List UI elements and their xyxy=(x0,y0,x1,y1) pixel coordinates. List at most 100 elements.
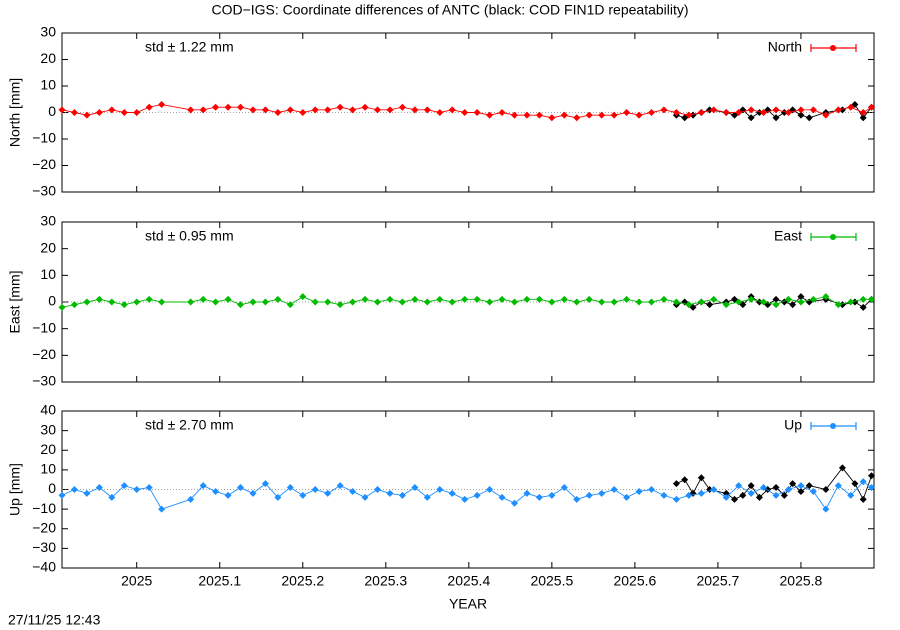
data-point xyxy=(838,106,846,114)
data-point xyxy=(158,298,166,306)
data-point xyxy=(755,493,763,501)
data-point xyxy=(224,295,232,303)
data-point xyxy=(448,106,456,114)
data-point xyxy=(797,298,805,306)
data-point xyxy=(685,491,693,499)
data-point xyxy=(324,106,332,114)
x-tick-label: 2025.8 xyxy=(780,573,823,589)
data-point xyxy=(851,298,859,306)
y-tick-label: −30 xyxy=(32,183,56,199)
data-point xyxy=(697,298,705,306)
data-point xyxy=(249,106,257,114)
data-point xyxy=(58,491,66,499)
data-point xyxy=(95,109,103,116)
data-point xyxy=(685,301,693,309)
data-point xyxy=(498,295,506,303)
data-point xyxy=(838,301,846,309)
data-point xyxy=(868,295,876,303)
data-point xyxy=(199,106,207,114)
y-tick-label: 10 xyxy=(40,461,56,477)
data-point xyxy=(789,480,797,488)
data-point xyxy=(274,295,282,303)
data-point xyxy=(70,301,78,309)
data-point xyxy=(411,484,419,492)
data-point xyxy=(498,493,506,501)
data-point xyxy=(598,298,606,306)
data-point xyxy=(523,489,531,497)
data-point xyxy=(286,106,294,114)
data-point xyxy=(274,109,282,116)
data-point xyxy=(623,493,631,501)
data-point xyxy=(747,489,755,497)
x-tick-label: 2025.4 xyxy=(447,573,490,589)
data-point xyxy=(859,114,867,122)
data-point xyxy=(133,109,141,116)
data-point xyxy=(697,474,705,482)
data-point xyxy=(336,482,344,490)
y-tick-label: −30 xyxy=(32,539,56,555)
data-point xyxy=(722,493,730,501)
data-point xyxy=(660,491,668,499)
y-tick-label: 20 xyxy=(40,50,56,66)
data-point xyxy=(212,103,220,111)
data-point xyxy=(735,298,743,306)
y-tick-label: −10 xyxy=(32,500,56,516)
y-tick-label: −40 xyxy=(32,559,56,575)
data-point xyxy=(523,111,531,119)
data-point xyxy=(436,486,444,493)
data-point xyxy=(349,106,357,114)
x-tick-label: 2025.5 xyxy=(530,573,573,589)
data-point xyxy=(535,493,543,501)
data-point xyxy=(822,293,830,301)
y-tick-label: 30 xyxy=(40,421,56,437)
data-point xyxy=(760,298,768,306)
annotation: std ± 1.22 mm xyxy=(145,39,234,55)
data-point xyxy=(647,109,655,116)
data-point xyxy=(108,298,116,306)
data-point xyxy=(847,103,855,111)
y-axis-label: East [mm] xyxy=(7,270,23,333)
data-point xyxy=(237,301,245,309)
data-point xyxy=(747,295,755,303)
data-point xyxy=(838,464,846,472)
data-point xyxy=(672,298,680,306)
data-point xyxy=(299,109,307,116)
data-point xyxy=(187,298,195,306)
data-point xyxy=(448,298,456,306)
data-point xyxy=(755,109,763,116)
y-tick-label: −20 xyxy=(32,519,56,535)
data-point xyxy=(685,111,693,119)
data-point xyxy=(237,484,245,492)
data-point xyxy=(398,298,406,306)
legend-label: North xyxy=(768,39,802,55)
y-tick-label: −20 xyxy=(32,156,56,172)
annotation: std ± 2.70 mm xyxy=(145,417,234,433)
data-point xyxy=(249,298,257,306)
data-point xyxy=(324,489,332,497)
data-point xyxy=(261,298,269,306)
data-point xyxy=(411,106,419,114)
data-point xyxy=(710,106,718,114)
data-point xyxy=(83,111,91,119)
data-point xyxy=(199,482,207,490)
data-point xyxy=(868,484,876,492)
data-point xyxy=(486,298,494,306)
data-point xyxy=(797,111,805,119)
data-point xyxy=(398,491,406,499)
data-point xyxy=(635,111,643,119)
data-point xyxy=(374,298,382,306)
data-point xyxy=(755,298,763,306)
y-tick-label: −10 xyxy=(32,319,56,335)
data-point xyxy=(299,491,307,499)
x-tick-label: 2025.1 xyxy=(198,573,241,589)
y-axis-label: North [mm] xyxy=(7,78,23,147)
data-point xyxy=(187,495,195,503)
data-point xyxy=(859,109,867,116)
data-point xyxy=(145,295,153,303)
data-point xyxy=(706,106,714,114)
data-point xyxy=(731,495,739,503)
y-tick-label: −20 xyxy=(32,346,56,362)
data-point xyxy=(560,111,568,119)
data-point xyxy=(672,480,680,488)
data-point xyxy=(797,487,805,495)
